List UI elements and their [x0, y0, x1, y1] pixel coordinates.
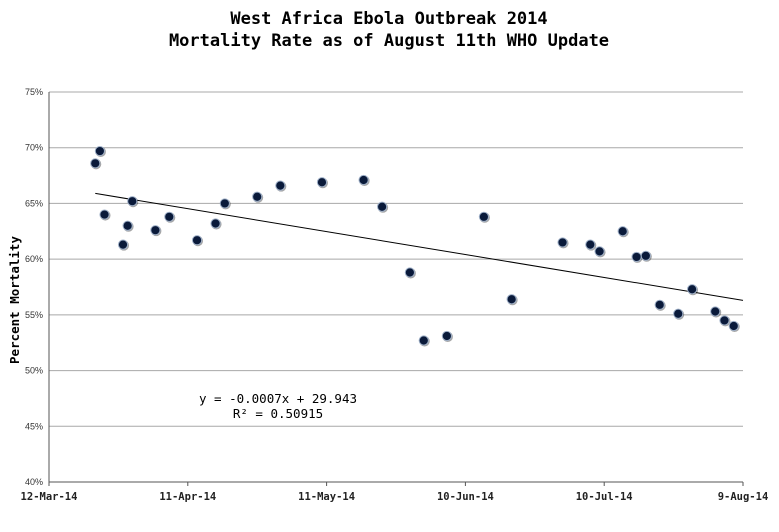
y-tick-label: 75%	[25, 87, 43, 97]
data-point	[557, 237, 568, 248]
x-tick-label: 11-Apr-14	[159, 491, 216, 503]
data-point	[377, 201, 388, 212]
data-point	[728, 320, 739, 332]
y-tick-label: 65%	[25, 198, 43, 208]
trendline-equation: y = -0.0007x + 29.943	[199, 391, 357, 406]
data-point	[418, 335, 429, 346]
data-point	[99, 209, 110, 220]
data-point	[478, 211, 490, 222]
x-axis-tick-labels: 12-Mar-14 11-Apr-14 11-May-14 10-Jun-14 10-J…	[21, 482, 769, 503]
y-tick-label: 55%	[25, 310, 43, 320]
x-tick-label: 9-Aug-14	[718, 491, 769, 503]
data-point	[585, 239, 596, 250]
y-tick-label: 50%	[25, 366, 43, 376]
chart-title-line-1: West Africa Ebola Outbreak 2014	[230, 9, 547, 29]
data-points	[90, 145, 740, 347]
trendline	[95, 192, 744, 301]
data-point	[594, 246, 605, 257]
y-tick-label: 45%	[25, 421, 43, 431]
data-point	[122, 220, 133, 231]
y-axis-label: Percent Mortality	[7, 236, 22, 364]
data-point	[219, 198, 230, 209]
data-point	[94, 145, 105, 157]
y-tick-label: 60%	[25, 254, 43, 264]
y-tick-label: 70%	[25, 143, 43, 153]
data-point	[117, 239, 129, 250]
data-point	[358, 174, 369, 186]
gridlines	[49, 91, 743, 427]
data-point	[275, 180, 286, 191]
chart-title-line-2: Mortality Rate as of August 11th WHO Upd…	[169, 31, 609, 51]
data-point	[441, 330, 452, 342]
data-point	[90, 158, 101, 169]
data-point	[127, 196, 138, 207]
y-axis-tick-labels: 40% 45% 50% 55% 60% 65% 70% 75%	[25, 87, 43, 487]
data-point	[150, 225, 161, 236]
data-point	[252, 191, 263, 202]
data-point	[191, 235, 203, 246]
data-point	[673, 308, 684, 319]
data-point	[404, 267, 415, 278]
data-point	[506, 294, 517, 305]
data-point	[631, 251, 642, 263]
data-point	[654, 299, 665, 310]
x-tick-label: 10-Jun-14	[437, 491, 494, 503]
data-point	[640, 250, 651, 261]
data-point	[719, 315, 730, 326]
x-tick-label: 10-Jul-14	[576, 491, 633, 503]
data-point	[687, 284, 698, 295]
data-point	[210, 218, 221, 229]
data-point	[617, 226, 628, 237]
x-tick-label: 12-Mar-14	[21, 491, 78, 503]
data-point	[164, 211, 175, 222]
data-point	[316, 177, 328, 188]
data-point	[710, 306, 721, 317]
trendline-r-squared: R² = 0.50915	[233, 406, 323, 421]
y-tick-label: 40%	[25, 477, 43, 487]
x-tick-label: 11-May-14	[298, 491, 355, 503]
